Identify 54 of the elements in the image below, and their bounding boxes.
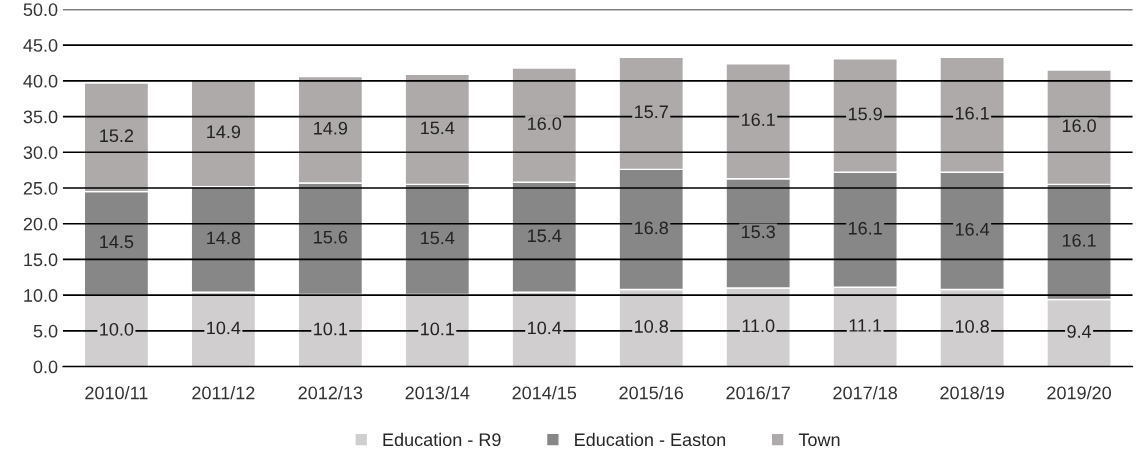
data-label: 10.0 [100, 322, 134, 336]
x-tick-label: 2019/20 [1047, 386, 1112, 400]
y-tick-label: 0.0 [33, 360, 58, 374]
x-tick-label: 2015/16 [619, 386, 684, 400]
data-label: 16.1 [1062, 234, 1096, 247]
x-tick-label: 2013/14 [405, 386, 470, 400]
data-label: 14.9 [314, 121, 348, 135]
x-tick-label: 2012/13 [298, 386, 363, 400]
x-tick-label: 2011/12 [192, 386, 255, 400]
y-tick-label: 30.0 [23, 146, 58, 159]
data-label: 15.7 [635, 105, 668, 119]
data-label: 10.4 [207, 321, 241, 335]
data-label: 16.0 [528, 117, 562, 130]
y-tick-label: 5.0 [33, 324, 58, 338]
x-tick-label: 2014/15 [512, 386, 577, 400]
legend-label: Town [798, 433, 840, 447]
data-label: 9.4 [1067, 325, 1092, 338]
data-label: 10.8 [955, 320, 989, 333]
x-tick-label: 2017/18 [833, 386, 897, 400]
data-label: 15.2 [100, 129, 134, 143]
data-label: 14.9 [207, 125, 241, 139]
data-label: 15.4 [421, 121, 455, 135]
data-label: 15.3 [741, 225, 775, 239]
y-tick-label: 50.0 [23, 3, 58, 17]
x-tick-label: 2016/17 [726, 386, 790, 400]
data-label: 15.4 [421, 231, 455, 245]
data-label: 10.4 [528, 321, 562, 335]
data-label: 10.8 [635, 320, 669, 333]
data-label: 11.1 [849, 319, 882, 332]
data-label: 14.8 [207, 231, 241, 245]
data-label: 16.1 [848, 221, 882, 235]
data-label: 16.4 [955, 222, 990, 236]
data-label: 15.6 [314, 230, 348, 244]
y-tick-label: 35.0 [23, 110, 58, 124]
y-tick-label: 40.0 [23, 74, 58, 88]
x-tick-label: 2010/11 [85, 386, 148, 400]
data-label: 16.0 [1062, 119, 1096, 133]
x-tick-label: 2018/19 [940, 386, 1004, 400]
legend-label: Education - Easton [575, 432, 726, 447]
data-label: 15.9 [848, 107, 882, 121]
data-label: 10.1 [314, 322, 348, 336]
data-label: 15.4 [528, 229, 562, 243]
y-tick-label: 15.0 [24, 253, 58, 267]
y-tick-label: 45.0 [23, 39, 58, 52]
data-label: 16.1 [955, 106, 989, 120]
y-tick-label: 25.0 [23, 181, 58, 195]
y-tick-label: 20.0 [23, 217, 58, 231]
legend-label: Education - R9 [383, 432, 501, 447]
data-label: 16.8 [635, 221, 669, 235]
data-label: 11.0 [742, 319, 775, 333]
y-tick-label: 10.0 [24, 289, 58, 302]
data-label: 16.1 [741, 113, 775, 127]
data-label: 14.5 [100, 235, 134, 249]
data-label: 10.1 [421, 322, 454, 336]
